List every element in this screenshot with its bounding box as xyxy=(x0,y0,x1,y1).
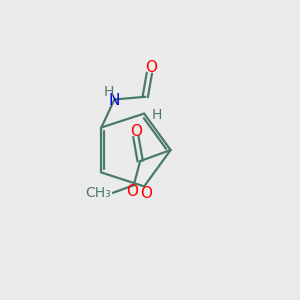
Text: CH₃: CH₃ xyxy=(86,186,112,200)
Text: O: O xyxy=(140,186,152,201)
Text: O: O xyxy=(126,184,138,199)
Text: O: O xyxy=(145,60,157,75)
Text: H: H xyxy=(152,108,162,122)
Text: H: H xyxy=(104,85,114,99)
Text: O: O xyxy=(130,124,142,139)
Text: N: N xyxy=(108,93,119,108)
